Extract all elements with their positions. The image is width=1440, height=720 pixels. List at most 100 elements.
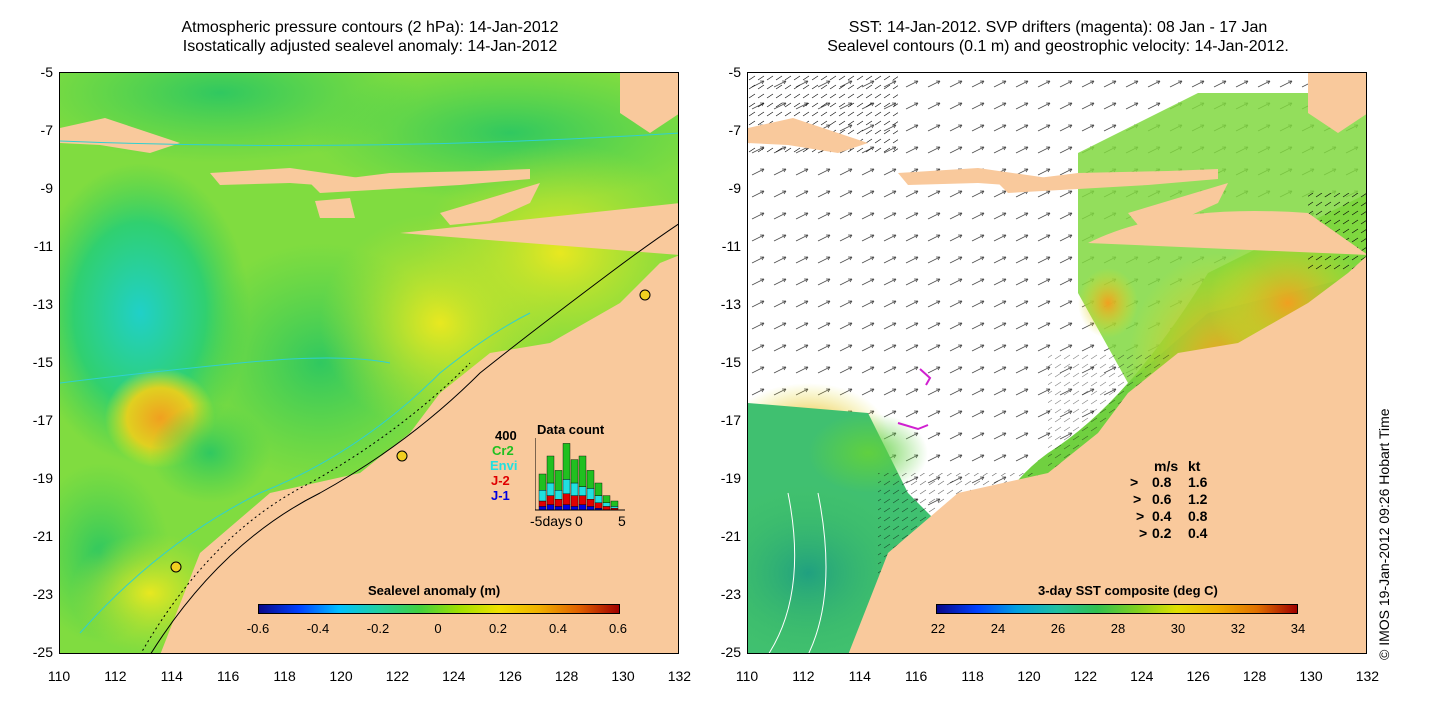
y-tick-label: -23: [720, 586, 741, 602]
y-tick-label: -11: [33, 238, 53, 254]
x-tick-label: 122: [385, 668, 410, 684]
x-tick-label: 126: [498, 668, 522, 684]
histogram-bar: [562, 504, 571, 511]
colorbar-tick-label: 0.4: [548, 621, 568, 636]
histogram-bar: [586, 470, 595, 489]
x-tick-label: 132: [667, 668, 692, 684]
velocity-arrow-icon: >: [1130, 474, 1139, 490]
velocity-kt-value: 1.2: [1188, 491, 1208, 507]
left-title-line2: Isostatically adjusted sealevel anomaly:…: [182, 38, 558, 55]
histogram-bar: [562, 493, 571, 505]
y-tick-label: -21: [32, 528, 53, 544]
velocity-legend-header-ms: m/s: [1154, 458, 1179, 474]
right-map-title: SST: 14-Jan-2012. SVP drifters (magenta)…: [748, 18, 1368, 56]
y-tick-label: -9: [728, 180, 741, 196]
velocity-arrow-icon: >: [1136, 508, 1145, 524]
histogram-bar: [546, 482, 555, 496]
histogram-bar: [602, 506, 611, 511]
legend-j2: J-2: [491, 473, 510, 488]
y-tick-label: -19: [32, 470, 53, 486]
colorbar-tick-label: 26: [1050, 621, 1066, 636]
colorbar-tick-label: 0.2: [488, 621, 508, 636]
histogram-bar: [562, 479, 571, 495]
x-tick-label: 132: [1355, 668, 1380, 684]
colorbar-tick-label: 0: [434, 621, 442, 636]
left-colorbar-title: Sealevel anomaly (m): [368, 583, 501, 598]
sst-map: [747, 72, 1367, 654]
y-tick-label: -25: [32, 644, 53, 660]
colorbar-tick-label: 22: [930, 621, 946, 636]
x-tick-label: 126: [1186, 668, 1210, 684]
histogram-bar: [554, 506, 563, 511]
histogram-bar: [546, 504, 555, 511]
right-colorbar-title: 3-day SST composite (deg C): [1038, 583, 1218, 598]
copyright-notice: © IMOS 19-Jan-2012 09:26 Hobart Time: [1376, 408, 1392, 660]
y-tick-label: -11: [721, 238, 741, 254]
histogram-bar: [586, 488, 595, 500]
histogram-bar: [554, 470, 563, 491]
x-tick-label: 116: [217, 668, 240, 684]
right-title-line1: SST: 14-Jan-2012. SVP drifters (magenta)…: [848, 19, 1268, 36]
sealevel-anomaly-map-svg: [60, 73, 678, 653]
histogram-bar: [546, 455, 555, 484]
histogram-bar: [578, 486, 587, 496]
y-tick-label: -15: [32, 354, 53, 370]
y-tick-label: -21: [720, 528, 741, 544]
sealevel-anomaly-map: [59, 72, 679, 654]
x-tick-label: 118: [273, 668, 296, 684]
histogram-bar: [594, 482, 603, 496]
data-count-histogram: [535, 438, 625, 511]
x-tick-label: 118: [961, 668, 984, 684]
left-title-line1: Atmospheric pressure contours (2 hPa): 1…: [181, 19, 559, 36]
histogram-xlabel-mid: 0: [575, 513, 583, 529]
colorbar-tick-label: -0.4: [306, 621, 330, 636]
legend-j1: J-1: [491, 488, 510, 503]
x-tick-label: 114: [848, 668, 871, 684]
histogram-bar: [570, 506, 579, 511]
colorbar-tick-label: 24: [990, 621, 1006, 636]
histogram-bar: [570, 482, 579, 496]
x-tick-label: 110: [735, 668, 759, 684]
histogram-bar: [538, 473, 547, 491]
data-count-max: 400: [495, 428, 517, 443]
histogram-bar: [594, 495, 603, 503]
y-tick-label: -25: [720, 644, 741, 660]
histogram-bar: [594, 502, 603, 509]
x-tick-label: 120: [329, 668, 353, 684]
y-tick-label: -15: [720, 354, 741, 370]
y-tick-label: -9: [40, 180, 53, 196]
y-tick-label: -7: [728, 122, 741, 138]
sst-colorbar: [936, 604, 1298, 614]
x-tick-label: 130: [611, 668, 635, 684]
x-tick-label: 124: [1130, 668, 1154, 684]
histogram-bar: [578, 504, 587, 511]
histogram-bar: [578, 455, 587, 487]
x-tick-label: 112: [792, 668, 815, 684]
histogram-bar: [586, 506, 595, 511]
histogram-bar: [554, 499, 563, 507]
histogram-bar: [578, 495, 587, 505]
y-tick-label: -17: [720, 412, 741, 428]
colorbar-tick-label: 34: [1290, 621, 1306, 636]
histogram-bar: [562, 443, 571, 480]
velocity-ms-value: 0.8: [1152, 474, 1172, 490]
y-tick-label: -5: [728, 64, 741, 80]
velocity-kt-value: 0.8: [1188, 508, 1208, 524]
histogram-bar: [570, 495, 579, 507]
x-tick-label: 114: [160, 668, 183, 684]
x-tick-label: 110: [47, 668, 71, 684]
velocity-arrow-icon: >: [1133, 491, 1142, 507]
y-tick-label: -17: [32, 412, 53, 428]
histogram-bar: [610, 506, 619, 509]
histogram-bar: [554, 490, 563, 500]
colorbar-tick-label: 28: [1110, 621, 1126, 636]
y-tick-label: -13: [32, 296, 53, 312]
colorbar-tick-label: -0.2: [366, 621, 390, 636]
histogram-xlabel-left: -5days: [530, 513, 573, 529]
histogram-bar: [546, 495, 555, 505]
colorbar-tick-label: -0.6: [246, 621, 270, 636]
x-tick-label: 128: [554, 668, 579, 684]
histogram-bar: [538, 490, 547, 502]
histogram-bar: [610, 500, 619, 507]
x-tick-label: 128: [1242, 668, 1267, 684]
